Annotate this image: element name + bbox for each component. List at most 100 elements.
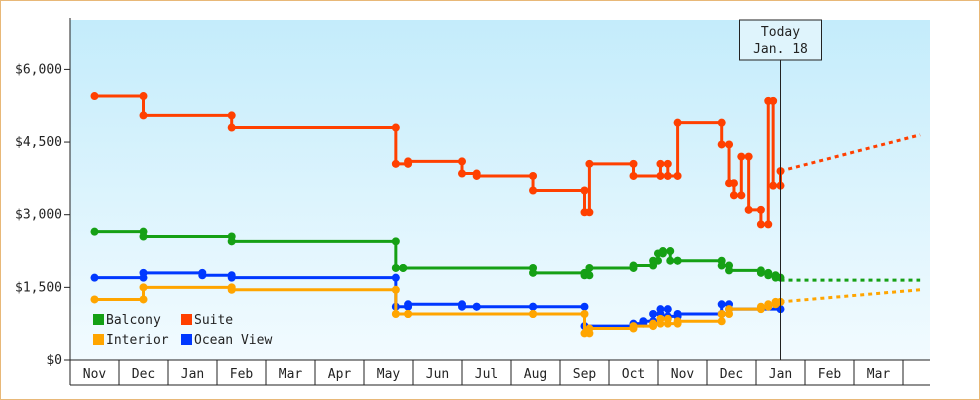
data-point [764,271,773,280]
y-tick-label: $4,500 [15,135,62,150]
data-point [673,256,682,265]
data-point [717,140,726,149]
y-axis: $0 $1,500 $3,000 $4,500 $6,000 [15,18,71,385]
legend-item-ocean-view: Ocean View [181,333,272,348]
data-point [227,111,236,120]
data-point [529,186,538,195]
data-point [666,247,675,256]
x-tick-label: Nov [671,367,695,382]
x-tick-label: Dec [720,367,743,382]
data-point [656,305,665,314]
data-point [673,118,682,127]
data-point [663,319,672,328]
x-tick-label: Dec [132,367,155,382]
data-point [227,123,236,132]
y-tick-label: $1,500 [15,280,62,295]
y-tick-label: $0 [46,353,62,368]
data-point [90,92,99,101]
legend-label: Balcony [106,313,161,328]
legend-swatch [181,334,192,345]
data-point [656,171,665,180]
x-tick-label: Oct [622,367,645,382]
data-point [744,152,753,161]
legend-swatch [93,314,104,325]
data-point [139,232,148,241]
data-point [756,268,765,277]
data-point [663,171,672,180]
x-tick-label: Mar [867,367,891,382]
data-point [769,96,778,105]
data-point [585,271,594,280]
data-point [717,309,726,318]
x-axis: Nov Dec Jan Feb Mar Apr May Jun Jul Aug Sep Oct Nov D… [69,359,930,386]
data-point [629,261,638,270]
x-tick-label: Feb [230,367,254,382]
y-tick-label: $3,000 [15,208,62,223]
data-point [391,237,400,246]
today-box [739,19,822,61]
data-point [580,186,589,195]
y-tick-label: $6,000 [15,62,62,77]
data-point [717,317,726,326]
x-tick-label: Jan [181,367,204,382]
data-point [717,261,726,270]
data-point [529,302,538,311]
data-point [139,111,148,120]
data-point [629,322,638,331]
series-layer [90,92,921,338]
legend-item-interior: Interior [93,333,169,348]
data-point [529,309,538,318]
data-point [725,305,734,314]
x-tick-label: Nov [83,367,107,382]
data-point [585,324,594,333]
data-point [139,295,148,304]
data-point [391,263,400,272]
data-point [580,309,589,318]
data-point [391,159,400,168]
data-point [649,309,658,318]
data-point [404,309,413,318]
legend: Balcony Suite Interior Ocean View [93,313,272,348]
data-point [585,263,594,272]
data-point [391,123,400,132]
data-point [663,159,672,168]
x-tick-label: Jun [426,367,449,382]
data-point [404,157,413,166]
data-point [673,309,682,318]
series-interior [90,283,921,338]
legend-label: Suite [194,313,233,328]
data-point [725,140,734,149]
data-point [472,171,481,180]
legend-item-balcony: Balcony [93,313,161,328]
data-point [729,179,738,188]
data-point [764,220,773,229]
data-point [654,256,662,265]
data-point [404,300,413,309]
data-point [529,171,538,180]
data-point [737,191,746,200]
data-point [717,300,726,309]
x-tick-label: May [377,367,401,382]
x-tick-label: Sep [573,367,597,382]
today-date-label: Jan. 18 [753,42,808,57]
data-point [756,220,765,229]
data-point [663,305,672,314]
data-point [585,159,594,168]
data-point [90,295,99,304]
data-point [649,319,658,328]
data-point [227,237,236,246]
data-point [764,300,773,309]
data-point [472,302,481,311]
data-point [198,271,207,280]
x-tick-label: Jul [475,367,498,382]
data-point [673,171,682,180]
data-point [391,309,400,318]
legend-item-suite: Suite [181,313,233,328]
data-point [458,157,466,166]
data-point [227,273,236,282]
data-point [90,227,99,236]
x-tick-label: Feb [818,367,842,382]
data-point [391,285,400,294]
data-point [666,256,675,265]
